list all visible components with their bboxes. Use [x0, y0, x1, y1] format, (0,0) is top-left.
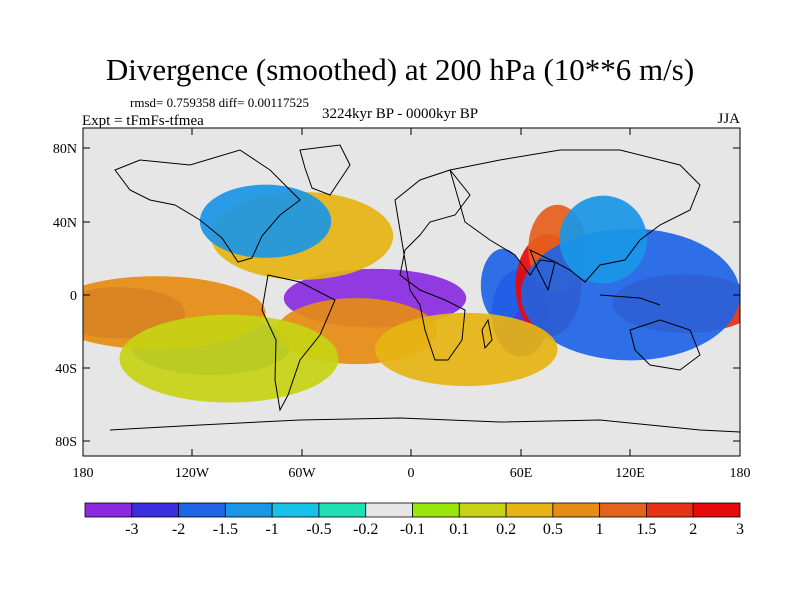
lon-tick-label: 180	[730, 466, 751, 481]
colorbar-swatch	[271, 502, 320, 518]
colorbar-swatch	[178, 502, 226, 518]
colorbar-label: 0.1	[449, 521, 469, 538]
colorbar-label: 0.2	[496, 521, 516, 538]
colorbar-label: -0.1	[400, 521, 425, 538]
lon-tick-label: 180	[73, 466, 94, 481]
colorbar: -3 -2 -1.5 -1 -0.5 -0.2 -0.1 0.1 0.2 0.5 1 1.5 2 3	[84, 502, 744, 538]
lon-tick-label: 0	[408, 466, 415, 481]
colorbar-swatch	[599, 502, 647, 518]
lon-tick-label: 60W	[288, 466, 316, 481]
colorbar-label: 3	[736, 521, 744, 538]
colorbar-swatch	[224, 502, 273, 518]
lat-tick-label: 40N	[53, 216, 77, 231]
colorbar-swatch	[84, 502, 133, 518]
lon-tick-label: 120E	[615, 466, 645, 481]
colorbar-swatch	[131, 502, 179, 518]
divergence-anomaly	[199, 184, 332, 258]
lat-tick-label: 80S	[55, 435, 77, 450]
colorbar-swatch	[692, 502, 741, 518]
colorbar-swatch	[552, 502, 601, 518]
lon-tick-label: 120W	[175, 466, 210, 481]
divergence-anomaly	[480, 248, 525, 322]
colorbar-label: 1	[596, 521, 604, 538]
colorbar-swatch	[646, 502, 694, 518]
lat-tick-label: 0	[70, 289, 77, 304]
colorbar-swatch	[458, 502, 507, 518]
colorbar-swatch	[365, 502, 413, 518]
colorbar-label: -3	[125, 521, 138, 538]
colorbar-label: -0.5	[306, 521, 331, 538]
colorbar-label: 0.5	[543, 521, 563, 538]
experiment-label: Expt = tFmFs-tfmea	[82, 113, 204, 129]
colorbar-label: 1.5	[636, 521, 656, 538]
colorbar-label: 2	[689, 521, 697, 538]
divergence-anomaly	[119, 314, 339, 403]
stats-label: rmsd= 0.759358 diff= 0.00117525	[130, 95, 309, 110]
divergence-anomaly	[375, 312, 558, 387]
colorbar-swatch	[412, 502, 460, 518]
season-label: JJA	[717, 111, 740, 127]
colorbar-label: -0.2	[353, 521, 378, 538]
colorbar-swatch	[505, 502, 554, 518]
chart-title: Divergence (smoothed) at 200 hPa (10**6 …	[105, 52, 695, 87]
colorbar-label: -1.5	[213, 521, 238, 538]
colorbar-label: -1	[265, 521, 278, 538]
colorbar-swatch	[318, 502, 367, 518]
period-label: 3224kyr BP - 0000kyr BP	[322, 106, 479, 122]
lat-tick-label: 80N	[53, 142, 77, 157]
lon-tick-label: 60E	[510, 466, 533, 481]
colorbar-label: -2	[172, 521, 185, 538]
coastlines	[109, 144, 740, 433]
divergence-anomaly	[559, 195, 647, 284]
lat-tick-label: 40S	[55, 362, 77, 377]
